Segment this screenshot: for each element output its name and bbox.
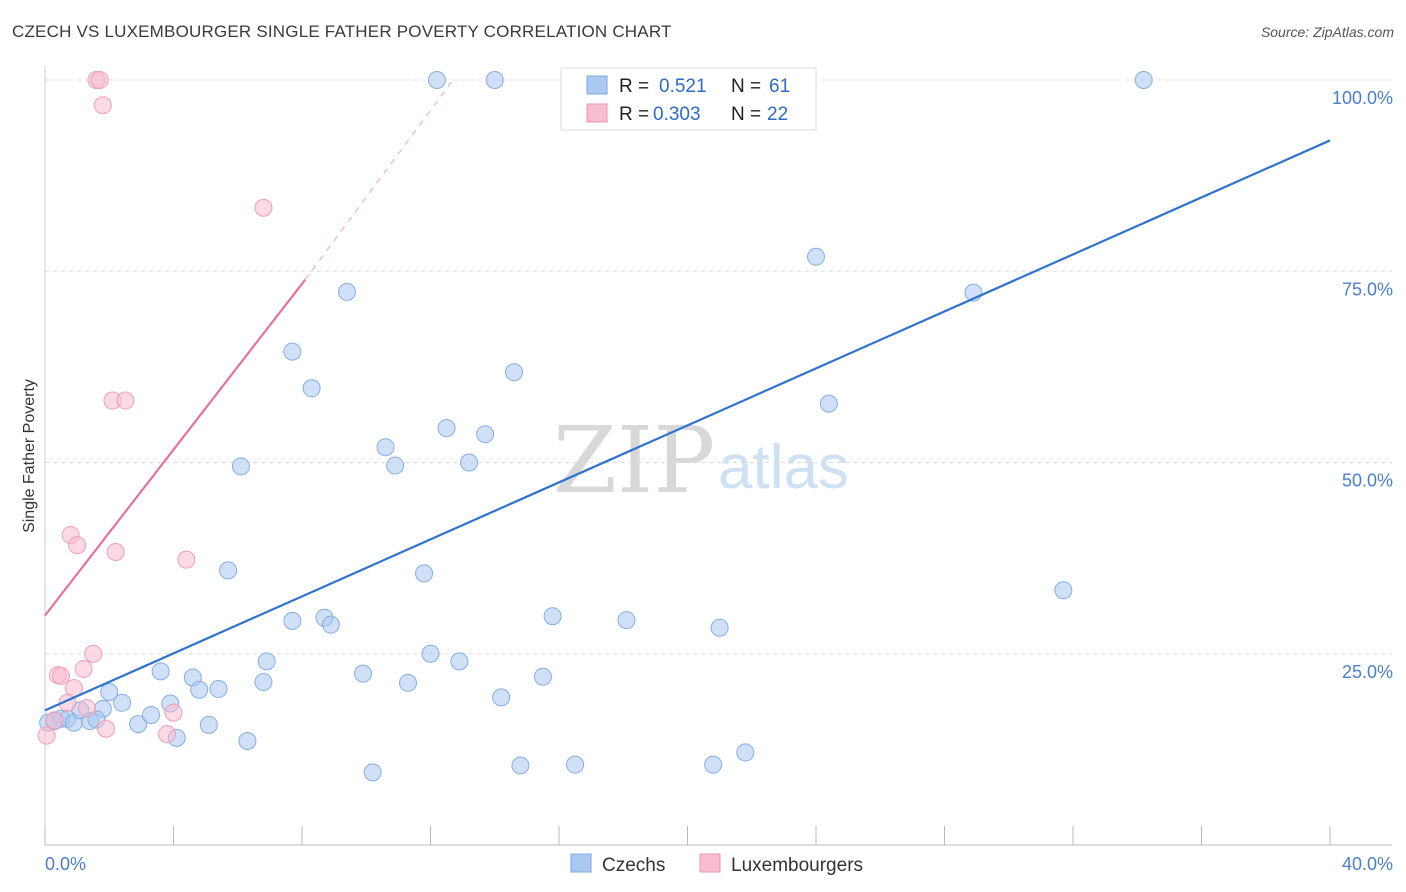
chart-title: CZECH VS LUXEMBOURGER SINGLE FATHER POVE… (12, 22, 672, 41)
point-luxembourgers (164, 703, 183, 722)
point-czechs (421, 644, 440, 663)
legend-r-value-czechs: 0.521 (659, 76, 707, 97)
legend-n-label-luxembourgers: N = (731, 104, 761, 125)
point-czechs (427, 71, 446, 89)
legend-swatch-czechs (586, 75, 608, 95)
point-luxembourgers (90, 71, 109, 89)
point-luxembourgers (177, 550, 196, 569)
point-czechs (704, 755, 723, 774)
y-tick-label: 25.0% (1342, 662, 1393, 682)
legend-n-label-czechs: N = (731, 76, 761, 97)
point-czechs (807, 247, 825, 266)
trend-line-luxembourgers-extension (304, 79, 454, 281)
point-czechs (505, 363, 524, 382)
point-czechs (113, 693, 132, 712)
point-czechs (254, 673, 273, 692)
point-czechs (492, 688, 511, 707)
x-tick-label-max: 40.0% (1342, 854, 1393, 874)
trend-line-luxembourgers (44, 278, 307, 617)
series-legend: Czechs Luxembourgers (570, 853, 863, 876)
legend-r-value-luxembourgers: 0.303 (653, 104, 701, 125)
point-luxembourgers (68, 536, 87, 555)
chart-source: Source: ZipAtlas.com (1260, 24, 1394, 40)
point-czechs (337, 282, 356, 301)
tick-labels: 25.0% 50.0% 75.0% 100.0% 0.0% 40.0% (45, 88, 1393, 874)
series-legend-label-czechs: Czechs (602, 855, 665, 876)
point-luxembourgers (254, 198, 273, 217)
point-czechs (231, 457, 250, 476)
point-luxembourgers (97, 719, 116, 738)
point-czechs (321, 615, 340, 634)
point-luxembourgers (158, 725, 177, 744)
point-czechs (283, 611, 302, 630)
legend-swatch-luxembourgers (586, 103, 608, 123)
point-czechs (1054, 581, 1073, 600)
point-czechs (460, 453, 479, 472)
series-legend-label-luxembourgers: Luxembourgers (731, 855, 863, 876)
point-czechs (543, 607, 562, 626)
point-czechs (415, 564, 434, 583)
legend-r-label-luxembourgers: R = (619, 104, 649, 125)
point-czechs (736, 743, 755, 762)
point-luxembourgers (116, 391, 135, 410)
point-czechs (1134, 71, 1153, 89)
y-tick-label: 75.0% (1342, 279, 1393, 299)
point-czechs (238, 731, 257, 750)
x-tick-label-min: 0.0% (45, 854, 86, 874)
series-legend-swatch-czechs (570, 853, 592, 873)
point-czechs (617, 611, 636, 630)
point-luxembourgers (93, 96, 112, 115)
point-czechs (437, 419, 456, 438)
point-czechs (142, 705, 161, 724)
point-czechs (209, 679, 228, 698)
point-luxembourgers (37, 726, 56, 745)
point-czechs (190, 680, 209, 699)
trend-lines (44, 79, 1331, 712)
legend-n-value-czechs: 61 (769, 76, 790, 97)
point-czechs (199, 715, 218, 734)
point-czechs (302, 379, 321, 398)
y-axis-label: Single Father Poverty (21, 379, 38, 533)
trend-line-czechs (44, 139, 1331, 712)
gridlines (45, 79, 1392, 655)
point-czechs (476, 425, 495, 444)
y-tick-label: 50.0% (1342, 471, 1393, 491)
point-czechs (100, 683, 119, 701)
point-czechs (151, 662, 170, 681)
point-luxembourgers (106, 543, 125, 562)
point-czechs (129, 715, 148, 734)
point-luxembourgers (74, 660, 93, 679)
point-czechs (283, 342, 302, 361)
y-tick-label: 100.0% (1332, 88, 1393, 108)
point-czechs (386, 456, 405, 475)
point-czechs (485, 71, 504, 89)
point-czechs (450, 652, 469, 671)
point-luxembourgers (52, 666, 71, 685)
point-czechs (219, 561, 238, 580)
point-czechs (257, 652, 276, 671)
point-czechs (399, 673, 418, 692)
watermark-atlas: atlas (718, 433, 849, 502)
point-czechs (363, 763, 382, 782)
data-points (37, 71, 1153, 782)
point-czechs (354, 664, 373, 683)
point-czechs (819, 394, 838, 413)
point-czechs (710, 618, 729, 637)
point-czechs (566, 755, 585, 774)
point-luxembourgers (77, 699, 96, 718)
correlation-legend: R = 0.521 N = 61 R = 0.303 N = 22 (560, 67, 817, 131)
point-czechs (376, 438, 395, 457)
legend-r-label-czechs: R = (619, 76, 649, 97)
point-czechs (533, 667, 552, 686)
point-luxembourgers (84, 644, 103, 663)
point-czechs (511, 756, 530, 775)
legend-n-value-luxembourgers: 22 (767, 104, 788, 125)
series-legend-swatch-luxembourgers (699, 853, 721, 873)
point-luxembourgers (45, 711, 64, 730)
